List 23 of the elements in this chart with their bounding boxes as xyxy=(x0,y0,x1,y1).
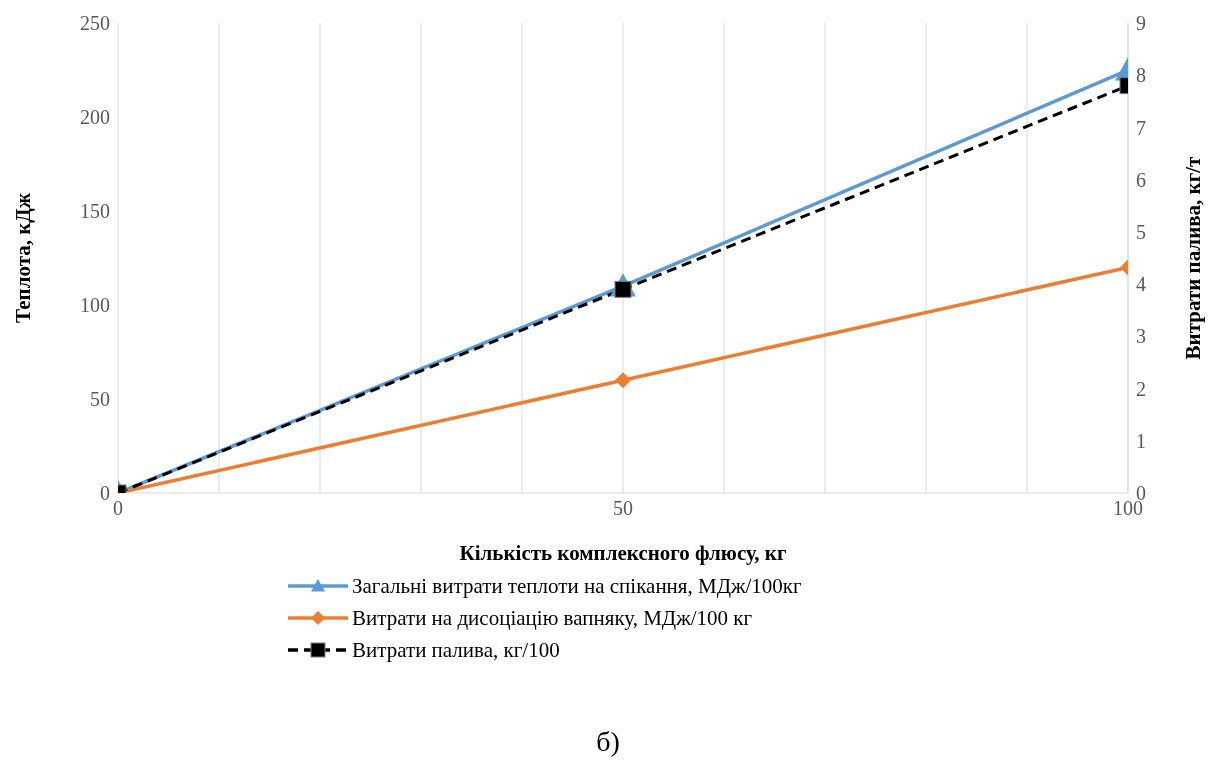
y2-tick-label: 7 xyxy=(1136,116,1146,139)
y-tick-label: 100 xyxy=(80,294,110,317)
legend-label: Витрати на дисоціацію вапняку, МДж/100 кг xyxy=(352,605,753,631)
y2-tick-label: 9 xyxy=(1136,12,1146,35)
y2-tick-label: 3 xyxy=(1136,325,1146,348)
text: б) xyxy=(595,726,621,758)
y-axis-title: Теплота, кДж xyxy=(11,192,36,323)
y2-axis-title: Витрати палива, кг/т xyxy=(1181,155,1206,360)
legend-label: Загальні витрати теплоти на спікання, МДж/100кг xyxy=(352,573,802,599)
x-axis-title: Кількість комплексного флюсу, кг xyxy=(459,541,787,565)
y2-tick-label: 1 xyxy=(1136,429,1146,452)
y2-tick-label: 2 xyxy=(1136,377,1146,400)
x-tick-label: 50 xyxy=(613,497,633,520)
y-tick-label: 150 xyxy=(80,200,110,223)
y-tick-label: 200 xyxy=(80,106,110,129)
y-tick-label: 0 xyxy=(100,482,110,505)
y-tick-label: 250 xyxy=(80,12,110,35)
y-tick-label: 50 xyxy=(90,388,110,411)
y2-tick-label: 6 xyxy=(1136,168,1146,191)
legend-label: Витрати палива, кг/100 xyxy=(352,637,560,663)
y2-tick-label: 8 xyxy=(1136,64,1146,87)
y2-tick-label: 5 xyxy=(1136,220,1146,243)
y2-tick-label: 4 xyxy=(1136,273,1146,296)
